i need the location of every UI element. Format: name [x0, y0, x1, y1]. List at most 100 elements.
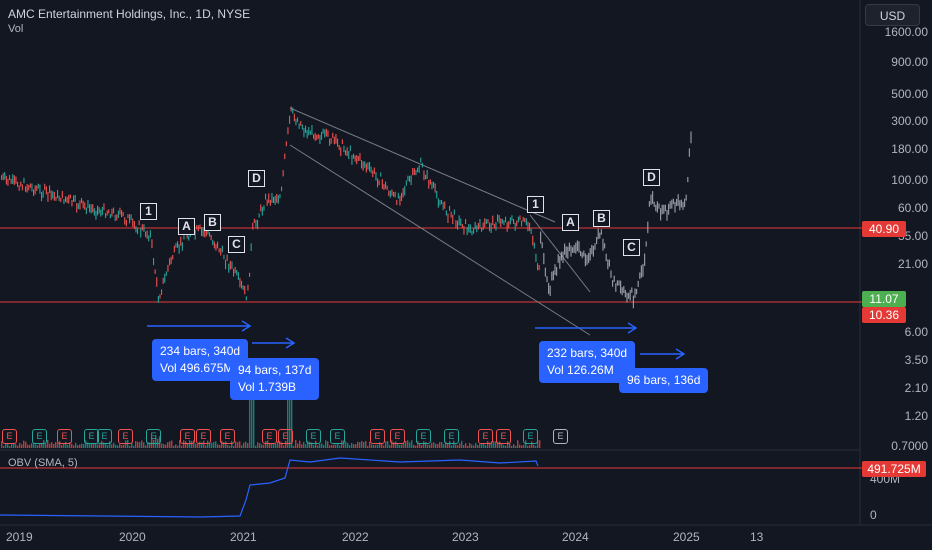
volume-bar: [321, 443, 323, 448]
earnings-marker[interactable]: E: [196, 429, 211, 444]
candle: [513, 218, 515, 225]
earnings-marker[interactable]: E: [496, 429, 511, 444]
candle: [362, 161, 364, 171]
candle: [298, 123, 300, 129]
volume-bar: [411, 440, 413, 448]
volume-bar: [141, 440, 143, 448]
candle: [81, 198, 83, 204]
volume-bar: [251, 398, 253, 448]
candle: [404, 185, 406, 196]
volume-bar: [509, 443, 511, 448]
earnings-marker[interactable]: E: [2, 429, 17, 444]
volume-bar: [329, 445, 331, 448]
earnings-marker[interactable]: E: [278, 429, 293, 444]
candle: [428, 179, 430, 189]
volume-bar: [379, 442, 381, 448]
volume-bar: [491, 441, 493, 448]
candle: [25, 186, 27, 192]
candle: [36, 185, 38, 191]
time-tick: 2020: [119, 530, 146, 544]
projected-candle: [608, 259, 610, 267]
candle: [457, 220, 459, 230]
candle: [231, 261, 233, 269]
earnings-marker[interactable]: E: [57, 429, 72, 444]
projected-candle: [677, 194, 679, 206]
volume-bar: [21, 444, 23, 448]
candle: [505, 216, 507, 223]
earnings-marker[interactable]: E: [180, 429, 195, 444]
candle: [143, 224, 145, 232]
candle: [119, 207, 121, 215]
projected-candle: [618, 280, 620, 286]
projected-candle: [660, 208, 662, 221]
candle: [100, 209, 102, 217]
earnings-marker[interactable]: E: [84, 429, 99, 444]
candle: [225, 259, 227, 270]
volume-bar: [401, 444, 403, 448]
volume-bar: [87, 442, 89, 448]
earnings-marker[interactable]: E: [262, 429, 277, 444]
earnings-marker[interactable]: E: [118, 429, 133, 444]
earnings-marker[interactable]: E: [390, 429, 405, 444]
earnings-marker[interactable]: E: [478, 429, 493, 444]
volume-bar: [269, 443, 271, 448]
projected-candle: [613, 275, 615, 282]
earnings-marker[interactable]: E: [220, 429, 235, 444]
candle: [71, 200, 73, 207]
earnings-marker-upcoming[interactable]: E: [553, 429, 568, 444]
earnings-marker[interactable]: E: [416, 429, 431, 444]
candle: [433, 181, 435, 188]
obv-indicator-label[interactable]: OBV (SMA, 5): [8, 457, 78, 469]
candle: [465, 219, 467, 225]
earnings-marker[interactable]: E: [97, 429, 112, 444]
candle: [410, 175, 412, 186]
projected-candle: [572, 247, 574, 253]
volume-bar: [365, 440, 367, 448]
candle: [436, 190, 438, 199]
obv-value-label: 491.725M: [862, 461, 926, 477]
candle: [141, 224, 143, 231]
projected-candle: [583, 250, 585, 257]
earnings-marker[interactable]: E: [370, 429, 385, 444]
projected-candle: [672, 198, 674, 205]
volume-bar: [423, 441, 425, 448]
candle: [261, 206, 263, 216]
candle: [250, 243, 252, 251]
projected-candle: [621, 287, 623, 296]
price-label: 40.90: [862, 221, 906, 237]
candle: [474, 221, 476, 230]
earnings-marker[interactable]: E: [306, 429, 321, 444]
candle: [127, 214, 129, 219]
earnings-marker[interactable]: E: [444, 429, 459, 444]
projected-candle: [557, 254, 559, 263]
volume-bar: [189, 440, 191, 448]
candle: [365, 163, 367, 173]
candle: [479, 218, 481, 228]
earnings-marker[interactable]: E: [32, 429, 47, 444]
projected-candle: [639, 272, 641, 279]
candle: [391, 189, 393, 196]
earnings-marker[interactable]: E: [330, 429, 345, 444]
wave-label: B: [593, 210, 610, 227]
measure-bars: 232 bars, 340d: [547, 346, 628, 360]
candle: [375, 172, 377, 181]
earnings-marker[interactable]: E: [146, 429, 161, 444]
earnings-marker[interactable]: E: [523, 429, 538, 444]
currency-button[interactable]: USD: [865, 4, 920, 26]
volume-bar: [19, 442, 21, 448]
candle: [537, 263, 539, 271]
candle: [426, 169, 428, 180]
volume-bar: [47, 440, 49, 448]
candle: [76, 202, 78, 213]
candle: [98, 207, 100, 214]
volume-bar: [303, 441, 305, 448]
volume-bar: [415, 445, 417, 448]
candle: [161, 289, 163, 295]
volume-bar: [307, 440, 309, 448]
candle: [338, 145, 340, 150]
volume-bar: [107, 445, 109, 448]
projected-candle: [576, 240, 578, 252]
volume-bar: [213, 442, 215, 448]
volume-bar: [433, 442, 435, 448]
